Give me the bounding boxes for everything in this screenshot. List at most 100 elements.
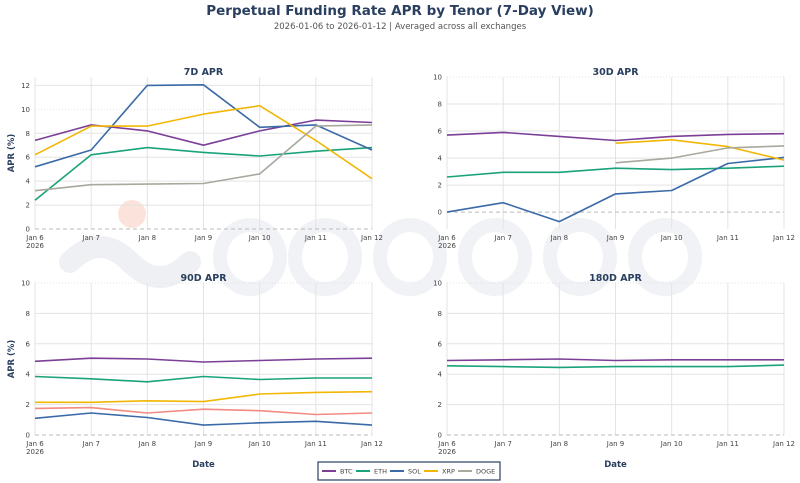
series-line-xrp: [615, 139, 785, 161]
x-tick-label: Jan 9: [194, 234, 212, 242]
watermark-logo-letter: [458, 218, 532, 296]
watermark-logo-mark: [59, 236, 201, 288]
x-tick-label: Jan 12: [360, 234, 383, 242]
y-tick-label: 0: [26, 432, 30, 440]
y-tick-label: 8: [438, 101, 442, 109]
panel-title: 30D APR: [592, 67, 639, 78]
legend-item-xrp[interactable]: XRP: [424, 468, 455, 476]
y-tick-label: 0: [438, 432, 442, 440]
x-tick-label: Jan 7: [493, 234, 511, 242]
panel-title: 180D APR: [589, 273, 642, 284]
series-line-eth: [446, 364, 785, 369]
y-tick-label: 8: [26, 310, 30, 318]
panel-title: 90D APR: [180, 273, 227, 284]
x-axis-label: Date: [192, 460, 215, 470]
x-tick-label: Jan 8: [550, 234, 568, 242]
series-line-doge: [615, 145, 785, 164]
x-tick-label: Jan 7: [493, 440, 511, 448]
y-tick-label: 2: [438, 182, 442, 190]
x-tick-label: Jan 10: [248, 440, 271, 448]
x-tick-label: Jan 10: [660, 234, 683, 242]
legend-label: ETH: [374, 468, 387, 476]
x-tick-label: Jan 8: [550, 440, 568, 448]
y-tick-label: 2: [438, 401, 442, 409]
x-tick-label: Jan 6: [437, 234, 456, 242]
x-tick-year: 2026: [26, 448, 44, 456]
y-tick-label: 10: [433, 74, 442, 82]
y-axis-label: APR (%): [7, 340, 17, 379]
y-tick-label: 6: [438, 340, 443, 348]
y-tick-label: 4: [26, 371, 31, 379]
x-tick-label: Jan 12: [772, 440, 795, 448]
watermark-logo-dot: [118, 200, 146, 228]
x-tick-label: Jan 10: [248, 234, 271, 242]
series-line-eth: [34, 375, 372, 383]
x-tick-label: Jan 10: [660, 440, 683, 448]
watermark-logo-letter: [213, 218, 287, 296]
series-line-eth: [446, 165, 785, 178]
legend-item-eth[interactable]: ETH: [356, 468, 387, 476]
x-tick-year: 2026: [438, 448, 456, 456]
x-tick-label: Jan 11: [716, 234, 739, 242]
y-tick-label: 0: [438, 209, 442, 217]
x-tick-label: Jan 9: [194, 440, 212, 448]
series-line-sol: [34, 84, 373, 168]
x-tick-year: 2026: [26, 242, 44, 250]
panel-30d-apr: 30D APR Jan 6 Jan 7 Jan 8 Jan 9 Jan 10 Jan 11 J…: [433, 67, 795, 250]
legend-item-btc[interactable]: BTC: [322, 468, 353, 476]
y-tick-label: 2: [26, 202, 30, 210]
y-tick-label: 2: [26, 401, 30, 409]
x-tick-label: Jan 8: [138, 234, 156, 242]
x-tick-label: Jan 9: [606, 234, 624, 242]
series-line-xrp: [34, 104, 373, 180]
watermark-logo-letter: [373, 218, 447, 296]
watermark-logo-letter: [288, 218, 362, 296]
legend-label: DOGE: [476, 468, 495, 476]
watermark-logo-letter: [628, 218, 702, 296]
x-tick-label: Jan 12: [772, 234, 795, 242]
x-tick-label: Jan 11: [304, 440, 327, 448]
series-line-btc: [446, 131, 785, 142]
y-tick-label: 4: [438, 155, 443, 163]
panel-90d-apr: 90D APR Jan 6 Jan 7 Jan 8 Jan 9 Jan 10 Jan 11 J…: [7, 273, 383, 470]
x-tick-label: Jan 6: [25, 440, 44, 448]
y-tick-label: 8: [438, 310, 442, 318]
series-line-sol: [34, 412, 373, 426]
y-axis-label: APR (%): [7, 134, 17, 173]
y-tick-label: 6: [26, 154, 31, 162]
x-tick-label: Jan 6: [437, 440, 456, 448]
y-tick-label: 4: [26, 178, 31, 186]
series-line-eth: [34, 146, 373, 201]
panel-180d-apr: 180D APR Jan 6 Jan 7 Jan 8 Jan 9 Jan 10 Jan 11…: [433, 273, 795, 470]
y-tick-label: 12: [21, 82, 30, 90]
y-tick-label: 6: [26, 340, 31, 348]
legend-label: BTC: [340, 468, 353, 476]
chart-title: Perpetual Funding Rate APR by Tenor (7-D…: [206, 3, 594, 19]
watermark-logo-letter: [543, 218, 617, 296]
legend-item-doge[interactable]: DOGE: [458, 468, 495, 476]
legend-box: [317, 461, 501, 481]
x-tick-label: Jan 11: [716, 440, 739, 448]
y-tick-label: 4: [438, 371, 443, 379]
x-tick-label: Jan 9: [606, 440, 624, 448]
y-tick-label: 6: [438, 128, 443, 136]
panel-title: 7D APR: [184, 67, 224, 78]
watermark-logo: [59, 200, 702, 296]
series-line-xrp: [35, 390, 373, 404]
series-line-doge: [34, 124, 373, 192]
legend-label: SOL: [408, 468, 421, 476]
x-tick-label: Jan 8: [138, 440, 156, 448]
series-line-sol: [446, 156, 785, 223]
series-line-btc: [446, 358, 784, 362]
x-tick-label: Jan 11: [304, 234, 327, 242]
legend-label: XRP: [442, 468, 455, 476]
x-axis-label: Date: [604, 460, 627, 470]
panel-7d-apr: 7D APR Jan 6 Jan 7 Jan 8 Jan 9 Jan 10 Jan 11 Ja…: [7, 67, 383, 250]
x-tick-year: 2026: [438, 242, 456, 250]
x-tick-label: Jan 7: [81, 234, 99, 242]
y-tick-label: 8: [26, 130, 30, 138]
legend: BTC ETH SOL XRP DOGE: [317, 461, 501, 481]
legend-item-sol[interactable]: SOL: [390, 468, 421, 476]
y-tick-label: 0: [26, 226, 30, 234]
